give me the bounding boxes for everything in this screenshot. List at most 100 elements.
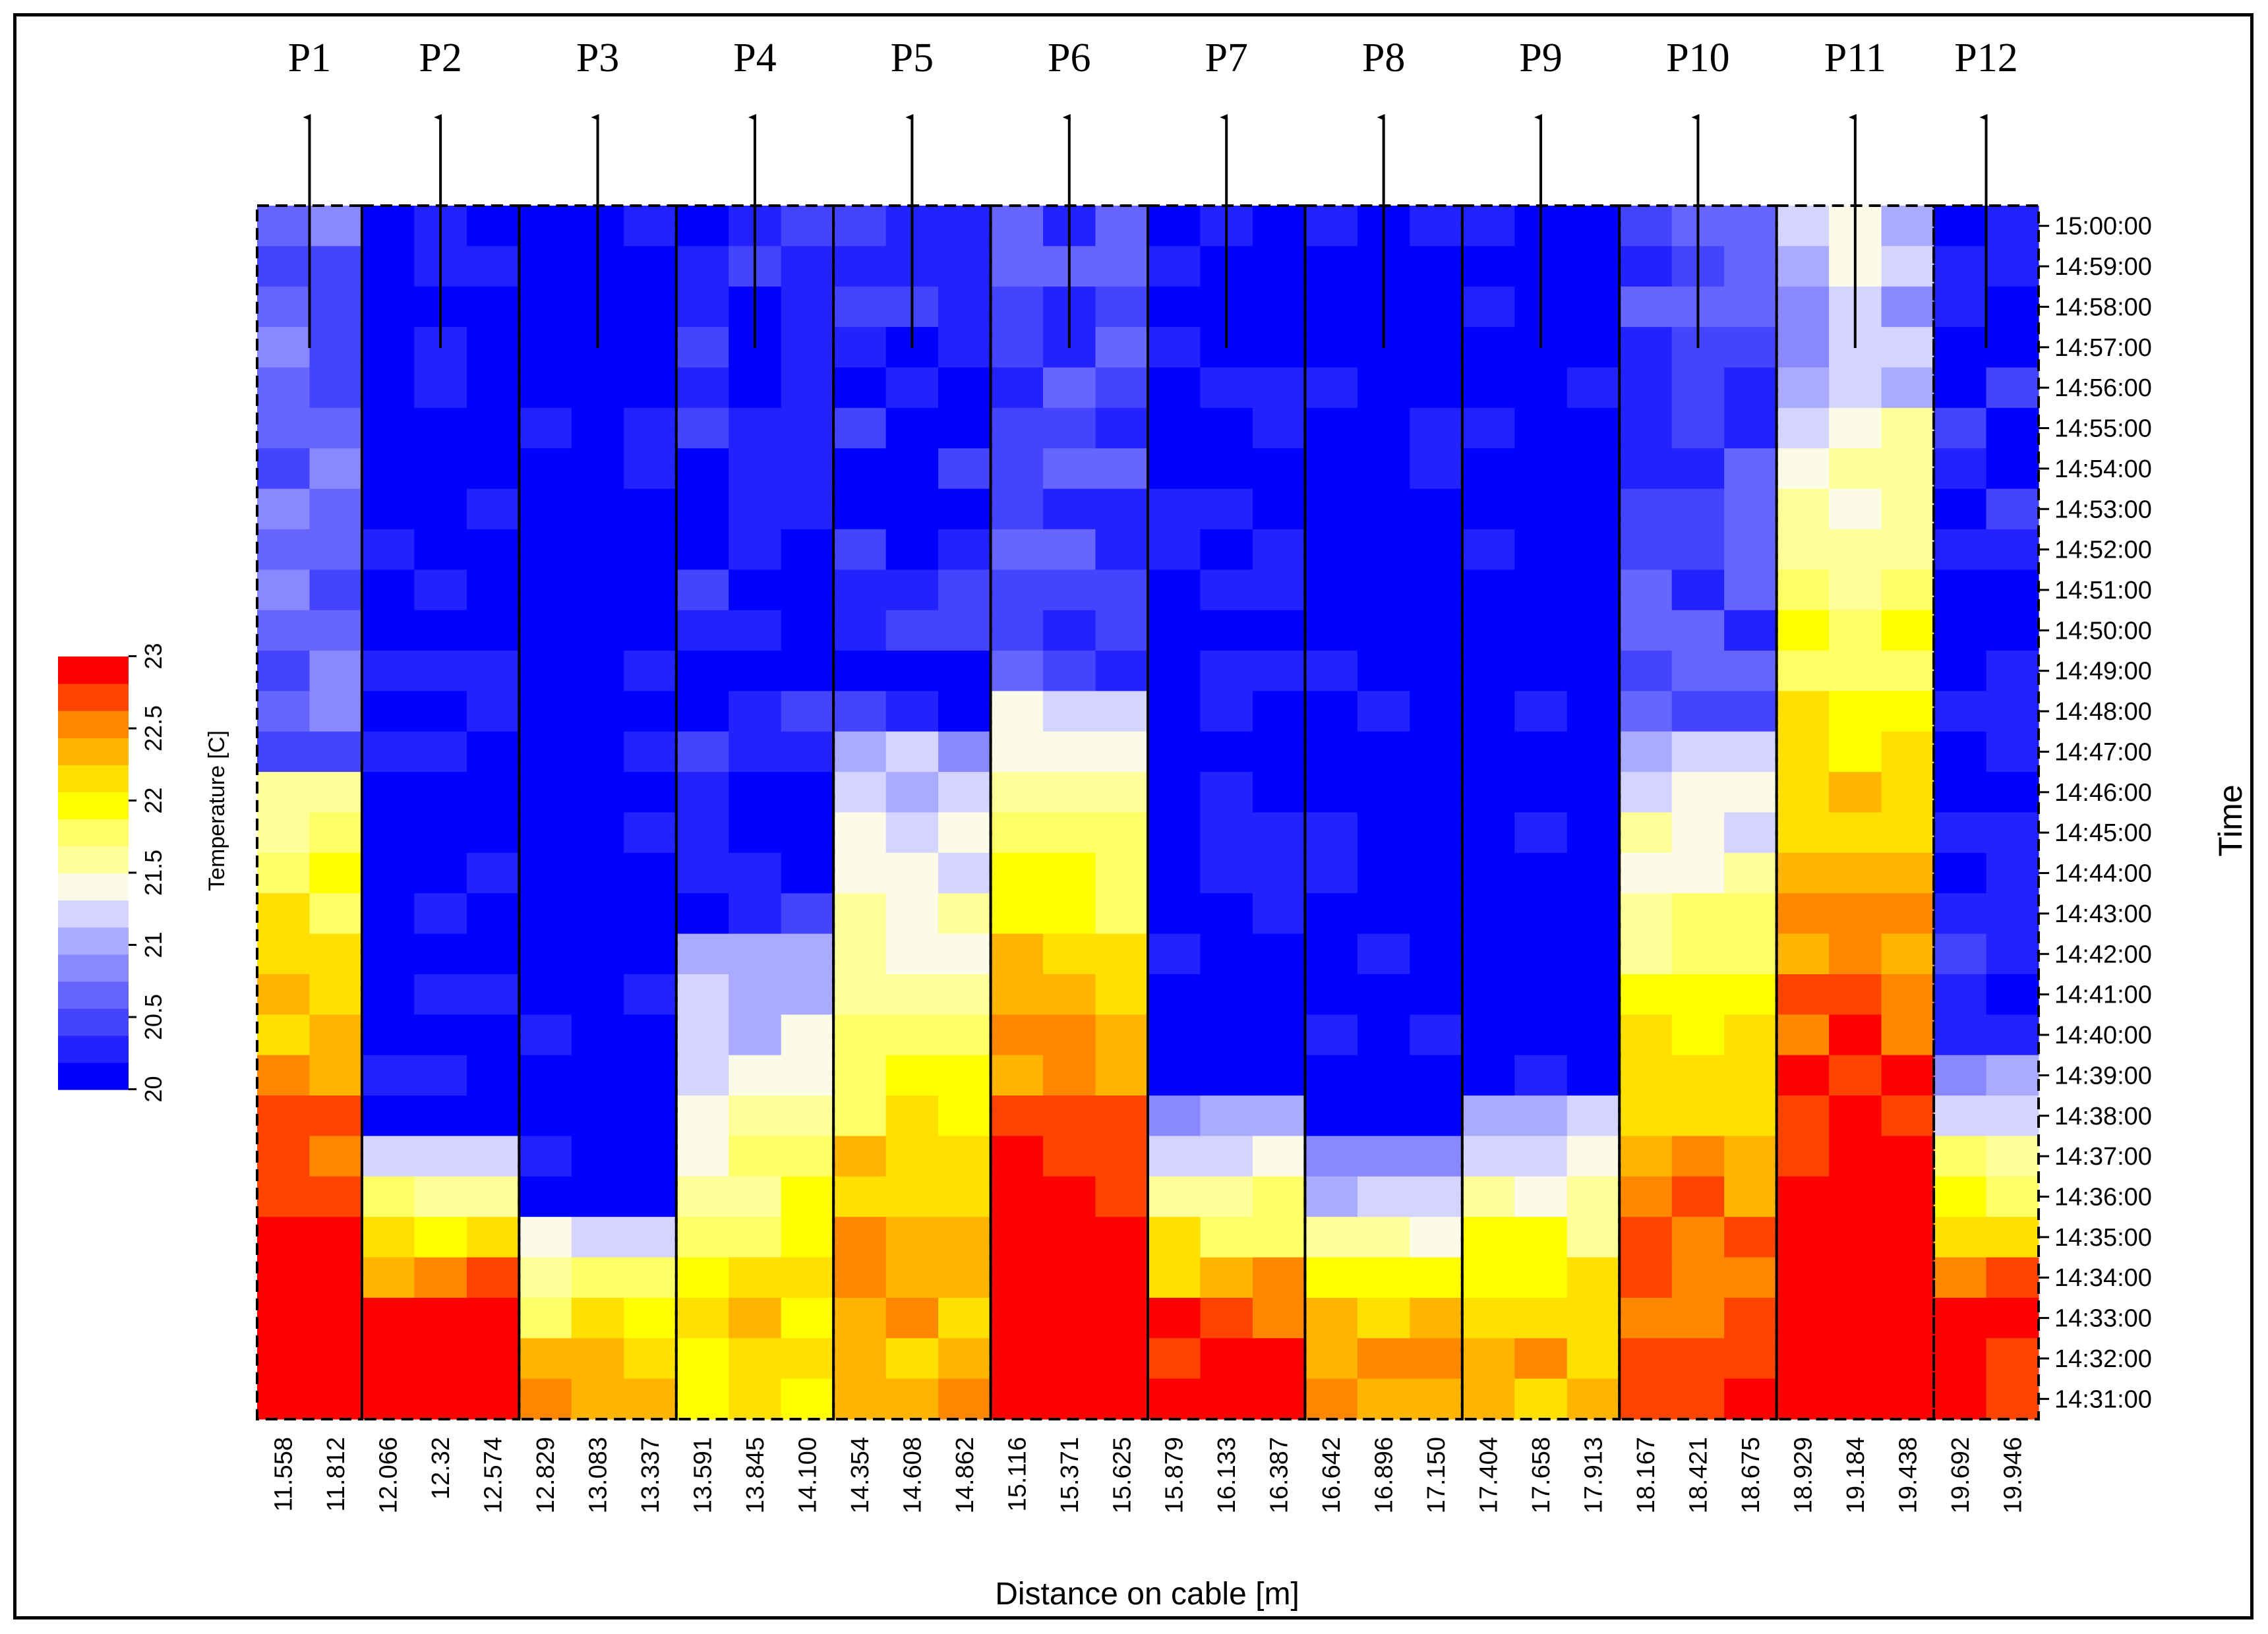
heatmap-cell (1567, 1014, 1620, 1056)
heatmap-cell (519, 610, 572, 651)
heatmap-cell (257, 569, 311, 611)
heatmap-cell (938, 852, 992, 894)
heatmap-cell (1567, 974, 1620, 1015)
heatmap-cell (1410, 1338, 1463, 1380)
heatmap-cell (1357, 933, 1410, 975)
heatmap-cell (1252, 610, 1306, 651)
heatmap-cell (1305, 529, 1358, 570)
heatmap-cell (885, 731, 939, 773)
heatmap-cell (1986, 488, 2039, 530)
heatmap-cell (1567, 569, 1620, 611)
x-tick-label: 14.354 (847, 1437, 874, 1513)
heatmap-cell (1671, 569, 1725, 611)
heatmap-cell (1724, 1055, 1777, 1096)
heatmap-cell (1567, 206, 1620, 247)
heatmap-cell (833, 691, 887, 732)
heatmap-cell (1148, 731, 1201, 773)
x-tick-label: 13.337 (637, 1437, 665, 1513)
heatmap-cell (1095, 246, 1149, 287)
heatmap-cell (676, 731, 729, 773)
colorbar-tick-label: 22.5 (140, 705, 167, 751)
heatmap-cell (1881, 772, 1934, 813)
heatmap-cell (1043, 1176, 1096, 1217)
heatmap-cell (1829, 933, 1882, 975)
colorbar-tick-label: 20.5 (140, 994, 167, 1040)
heatmap-cell (361, 1055, 415, 1096)
x-tick-label: 19.692 (1947, 1437, 1975, 1513)
heatmap-cell (571, 852, 624, 894)
heatmap-cell (624, 206, 677, 247)
heatmap-cell (1148, 1014, 1201, 1056)
heatmap-cell (1514, 1136, 1568, 1177)
heatmap-cell (885, 812, 939, 854)
heatmap-cell (1934, 1136, 1987, 1177)
heatmap-cell (257, 1014, 311, 1056)
heatmap-cell (1619, 1378, 1673, 1420)
heatmap-cell (729, 407, 782, 449)
heatmap-cell (885, 772, 939, 813)
heatmap-cell (309, 651, 363, 691)
heatmap-cell (833, 1176, 887, 1217)
colorbar-swatch (58, 873, 129, 901)
heatmap-cell (361, 1338, 415, 1380)
heatmap-cell (781, 893, 834, 935)
heatmap-cell (1148, 286, 1201, 328)
x-tick-label: 18.929 (1789, 1437, 1817, 1513)
heatmap-cell (257, 772, 311, 813)
heatmap-cell (1357, 852, 1410, 894)
heatmap-cell (1305, 974, 1358, 1015)
heatmap-cell (414, 893, 467, 935)
heatmap-cell (1829, 407, 1882, 449)
heatmap-cell (1252, 691, 1306, 732)
heatmap-cell (571, 1095, 624, 1137)
heatmap-cell (309, 246, 363, 287)
heatmap-cell (309, 1136, 363, 1177)
x-tick-label: 18.167 (1632, 1437, 1660, 1513)
heatmap-cell (1986, 407, 2039, 449)
heatmap-cell (1724, 933, 1777, 975)
heatmap-cell (1252, 1217, 1306, 1258)
heatmap-cell (1934, 206, 1987, 247)
heatmap-cell (938, 651, 992, 691)
heatmap-cell (781, 1297, 834, 1339)
heatmap-cell (885, 852, 939, 894)
heatmap-cell (519, 691, 572, 732)
heatmap-cell (1410, 488, 1463, 530)
heatmap-cell (1619, 1257, 1673, 1298)
x-tick-label: 17.150 (1423, 1437, 1450, 1513)
heatmap-cell (1305, 488, 1358, 530)
heatmap-cell (676, 1095, 729, 1137)
heatmap-cell (1776, 852, 1830, 894)
heatmap-cell (519, 1095, 572, 1137)
heatmap-cell (466, 1136, 520, 1177)
heatmap-cell (1410, 852, 1463, 894)
heatmap-cell (676, 367, 729, 409)
heatmap-cell (624, 1217, 677, 1258)
heatmap-cell (885, 1338, 939, 1380)
heatmap-cell (1357, 610, 1410, 651)
y-tick-label: 14:35:00 (2054, 1224, 2152, 1252)
heatmap-cell (1200, 812, 1253, 854)
heatmap-cell (519, 327, 572, 368)
heatmap-cell (1776, 367, 1830, 409)
heatmap-cell (519, 772, 572, 813)
heatmap-cell (1357, 529, 1410, 570)
heatmap-cell (1148, 488, 1201, 530)
heatmap-cell (990, 974, 1044, 1015)
heatmap-cell (676, 327, 729, 368)
heatmap-cell (571, 1378, 624, 1420)
heatmap-cell (361, 286, 415, 328)
heatmap-cell (1410, 651, 1463, 691)
heatmap-cell (1200, 610, 1253, 651)
heatmap-cell (1829, 1095, 1882, 1137)
heatmap-cell (1567, 327, 1620, 368)
heatmap-cell (1462, 1014, 1515, 1056)
heatmap-cell (466, 1378, 520, 1420)
heatmap-cell (466, 893, 520, 935)
heatmap-cell (1934, 569, 1987, 611)
heatmap-cell (1724, 569, 1777, 611)
heatmap-cell (1724, 812, 1777, 854)
heatmap-cell (624, 488, 677, 530)
heatmap-cell (885, 448, 939, 490)
